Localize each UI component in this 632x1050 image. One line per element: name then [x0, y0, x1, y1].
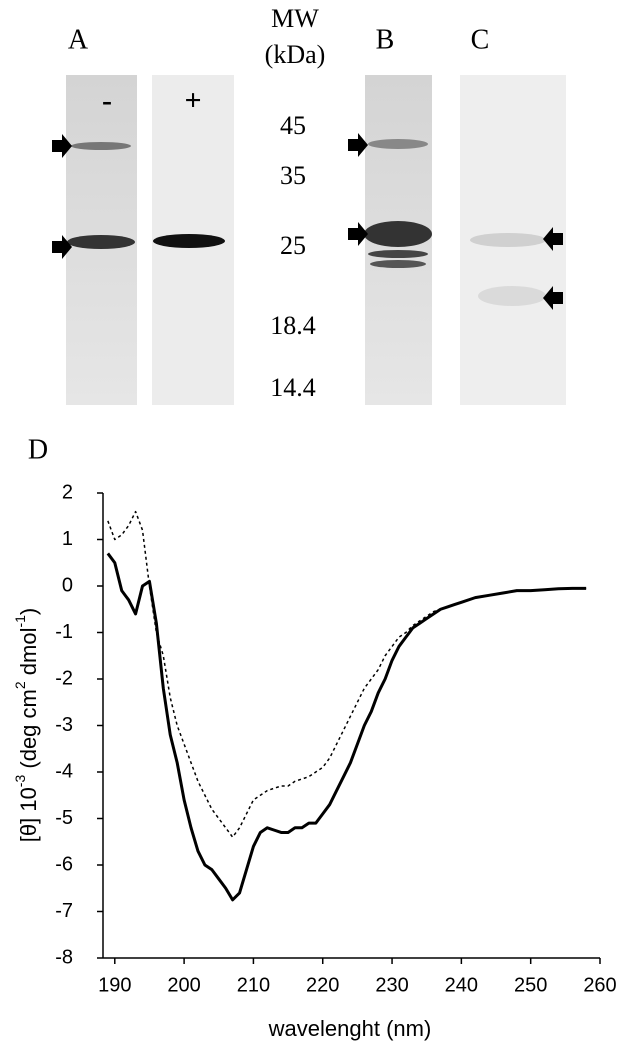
arrow — [348, 222, 368, 246]
arrow — [52, 134, 72, 158]
gels — [52, 75, 566, 405]
y-tick-label: -2 — [55, 667, 73, 689]
arrow — [52, 235, 72, 259]
arrow — [543, 227, 563, 251]
band — [71, 142, 131, 150]
mw-marker: 18.4 — [270, 311, 316, 340]
lane-label: - — [102, 84, 112, 117]
y-axis-title-part: (deg cm — [16, 689, 41, 775]
y-tick-label: -6 — [55, 853, 73, 875]
x-tick-label: 200 — [167, 974, 200, 996]
cd-chart: wavelenght (nm) [θ] 10-3 (deg cm2 dmol-1… — [12, 481, 617, 1041]
mw-marker: 14.4 — [270, 373, 316, 402]
y-axis-title-part: -3 — [12, 775, 28, 788]
y-tick-label: -4 — [55, 760, 73, 782]
arrow — [543, 286, 563, 310]
x-tick-label: 260 — [583, 974, 616, 996]
band — [370, 260, 426, 268]
arrow — [348, 133, 368, 157]
lane-label: + — [184, 84, 201, 117]
gel-labels: A B C - + MW (kDa) 45 35 25 18.4 14.4 D — [28, 4, 489, 465]
y-tick-label: -1 — [55, 621, 73, 643]
band — [153, 234, 225, 248]
cd-spectrum — [106, 552, 587, 902]
mw-header: (kDa) — [265, 40, 326, 69]
cd-spectrum — [107, 510, 587, 838]
y-axis-title-part: dmol — [16, 628, 41, 682]
y-axis-title: [θ] 10-3 (deg cm2 dmol-1) — [12, 608, 41, 842]
panel-label: A — [68, 24, 89, 55]
mw-header: MW — [271, 4, 319, 33]
x-tick-label: 240 — [445, 974, 478, 996]
y-tick-label: 1 — [62, 528, 73, 550]
panel-label: D — [28, 434, 48, 465]
band — [470, 233, 546, 247]
band — [478, 286, 546, 306]
y-axis-title-part: [θ] 10 — [16, 787, 41, 842]
y-tick-label: -3 — [55, 714, 73, 736]
panel-label: C — [471, 24, 490, 55]
y-tick-label: -5 — [55, 807, 73, 829]
mw-marker: 25 — [280, 231, 306, 260]
y-axis-title-part: 2 — [12, 681, 28, 689]
band — [368, 250, 428, 258]
band — [364, 221, 432, 247]
band — [368, 139, 428, 149]
y-axis-title-part: -1 — [12, 615, 28, 628]
mw-marker: 35 — [280, 161, 306, 190]
x-tick-label: 190 — [98, 974, 131, 996]
y-tick-label: -7 — [55, 900, 73, 922]
x-tick-label: 250 — [514, 974, 547, 996]
y-axis-title-part: ) — [16, 608, 41, 615]
x-tick-label: 230 — [375, 974, 408, 996]
panel-label: B — [376, 24, 395, 55]
x-tick-label: 210 — [237, 974, 270, 996]
band — [67, 235, 135, 249]
y-tick-label: -8 — [55, 946, 73, 968]
mw-marker: 45 — [280, 111, 306, 140]
y-tick-label: 2 — [62, 481, 73, 503]
arrows — [52, 133, 563, 310]
y-tick-label: 0 — [62, 574, 73, 596]
x-tick-label: 220 — [306, 974, 339, 996]
x-axis-title: wavelenght (nm) — [268, 1016, 432, 1041]
